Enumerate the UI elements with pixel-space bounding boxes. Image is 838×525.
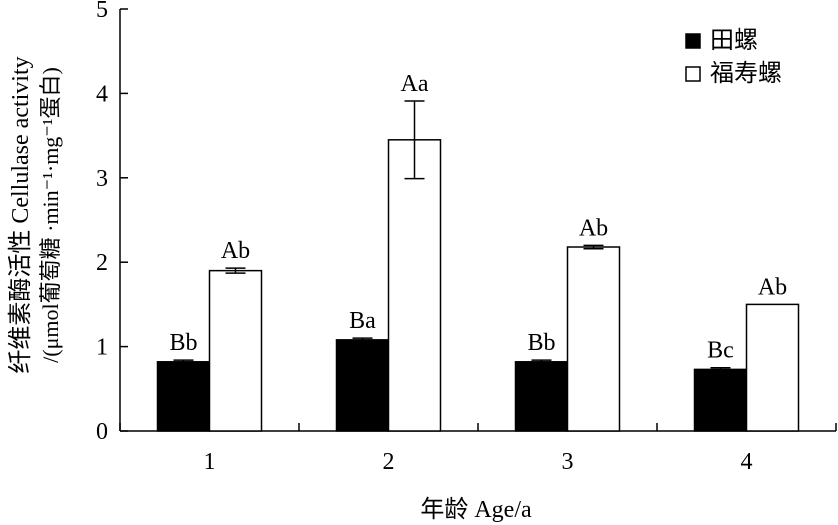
- bar-fushouluo: [387, 139, 442, 432]
- bar-labels: Bb Ba Bb Bc Ab Aa Ab Ab: [169, 71, 787, 364]
- y-tick-label: 2: [96, 250, 108, 276]
- bar-tianluo: [514, 361, 569, 432]
- bar-tianluo: [335, 339, 390, 432]
- significance-label: Aa: [401, 71, 429, 97]
- legend-label: 田螺: [710, 27, 758, 54]
- y-axis-label-line1: 纤维素酶活性 Cellulase activity: [7, 56, 34, 373]
- bar-fushouluo: [566, 246, 621, 432]
- x-tick-label: 1: [204, 449, 216, 475]
- bar-fushouluo: [745, 303, 800, 432]
- bars: [156, 100, 800, 432]
- significance-label: Ab: [579, 215, 608, 241]
- bar-tianluo: [693, 368, 748, 432]
- bar-fushouluo: [208, 269, 263, 432]
- y-tick-label: 5: [96, 0, 108, 23]
- legend-swatch: [685, 33, 701, 49]
- significance-label: Ab: [758, 274, 787, 300]
- legend-swatch: [685, 66, 701, 82]
- bar-tianluo: [156, 361, 211, 432]
- significance-label: Ba: [349, 308, 376, 334]
- y-tick-label: 4: [96, 81, 108, 107]
- x-tick-label: 2: [383, 449, 395, 475]
- significance-label: Bb: [527, 330, 555, 356]
- significance-label: Bc: [707, 338, 734, 364]
- x-axis-label: 年龄 Age/a: [420, 496, 532, 523]
- legend-label: 福寿螺: [710, 60, 782, 87]
- y-tick-label: 0: [96, 419, 108, 445]
- significance-label: Bb: [169, 330, 197, 356]
- y-tick-label: 1: [96, 335, 108, 361]
- x-tick-label: 4: [741, 449, 753, 475]
- y-axis-label-line2: /(μmol葡萄糖 ·min⁻¹·mg⁻¹蛋白): [38, 67, 63, 363]
- y-tick-label: 3: [96, 166, 108, 192]
- significance-label: Ab: [221, 238, 250, 264]
- x-tick-label: 3: [562, 449, 574, 475]
